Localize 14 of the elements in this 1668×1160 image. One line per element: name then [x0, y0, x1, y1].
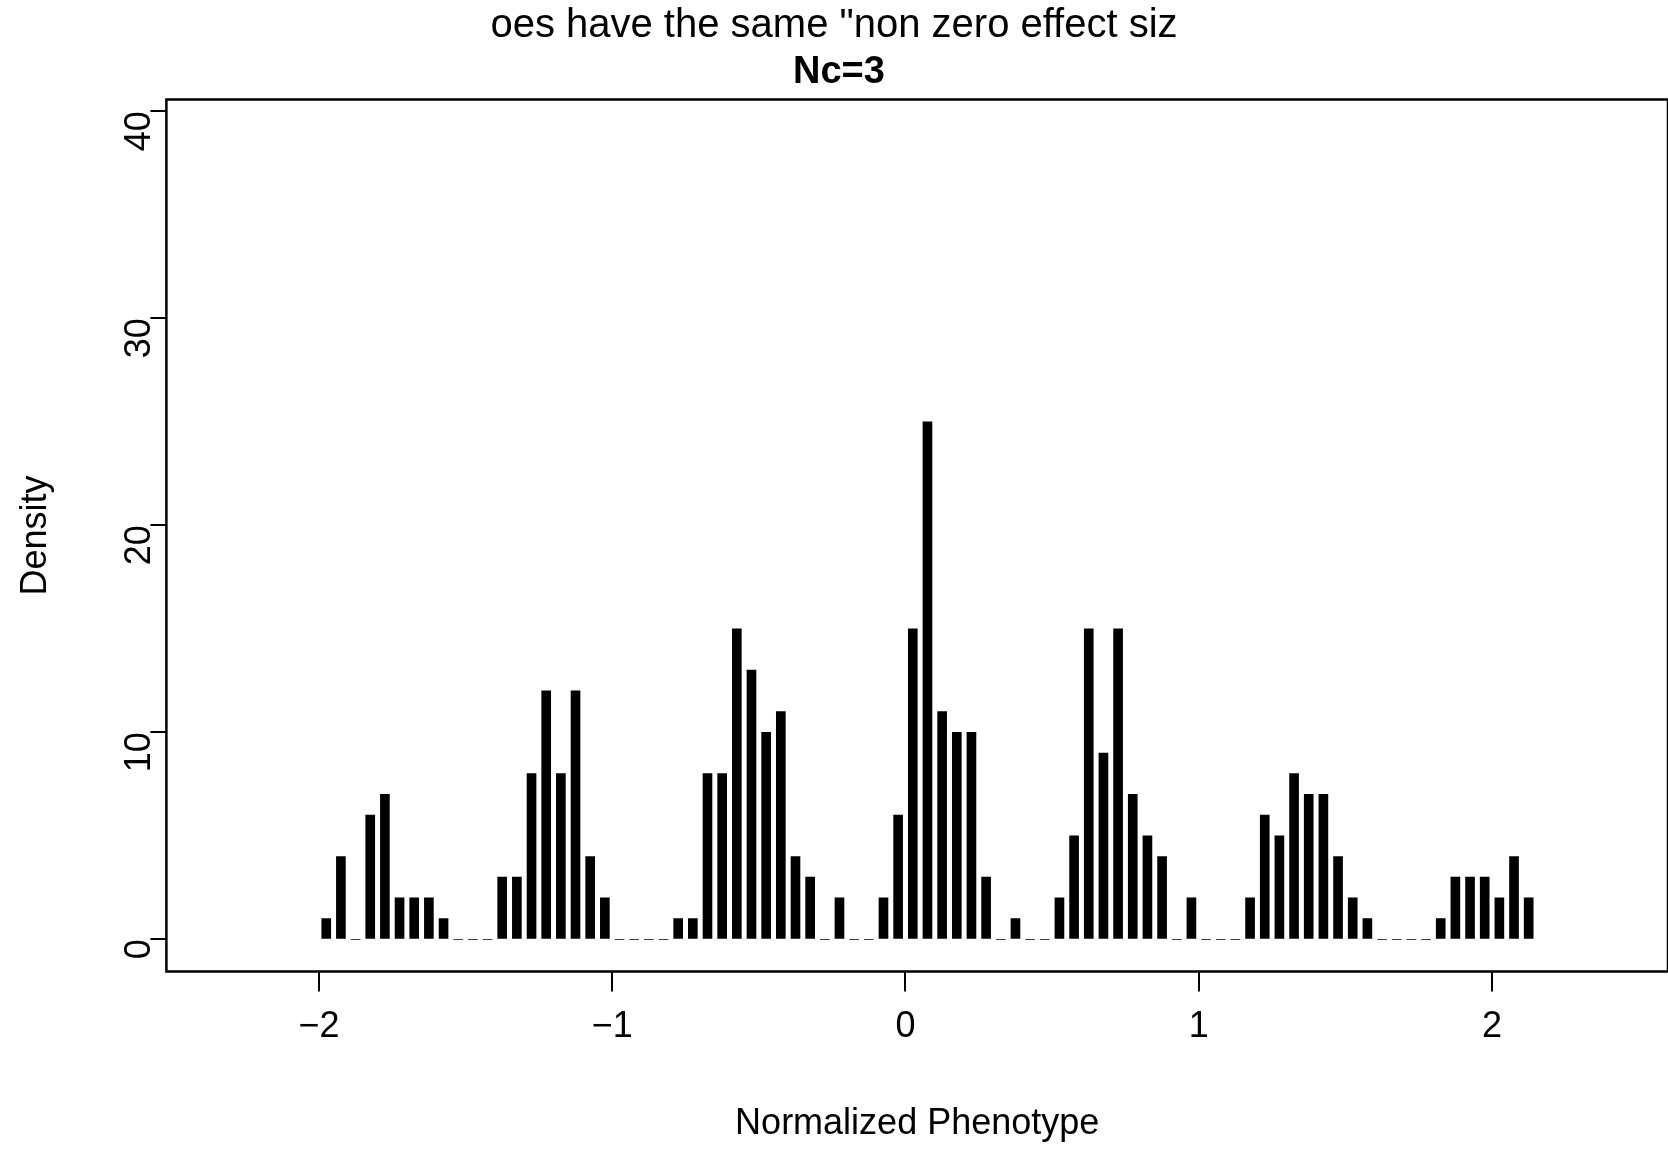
x-tick-label: 1 — [1188, 1004, 1209, 1046]
x-tick-label: −1 — [591, 1004, 633, 1046]
x-tick-label: −2 — [298, 1004, 340, 1046]
x-axis-title: Normalized Phenotype — [735, 1101, 1100, 1143]
y-tick-label: 0 — [117, 939, 159, 960]
chart-title: Nc=3 — [793, 49, 885, 92]
text: oes have the same "non zero effect siz — [489, 0, 1179, 46]
y-axis-title: Density — [12, 475, 54, 596]
y-tick-label: 20 — [117, 525, 159, 566]
x-tick-label: 2 — [1482, 1004, 1503, 1046]
y-tick-label: 30 — [117, 318, 159, 359]
x-tick-label: 0 — [895, 1004, 916, 1046]
y-tick-label: 10 — [117, 732, 159, 773]
y-tick-label: 40 — [117, 111, 159, 152]
